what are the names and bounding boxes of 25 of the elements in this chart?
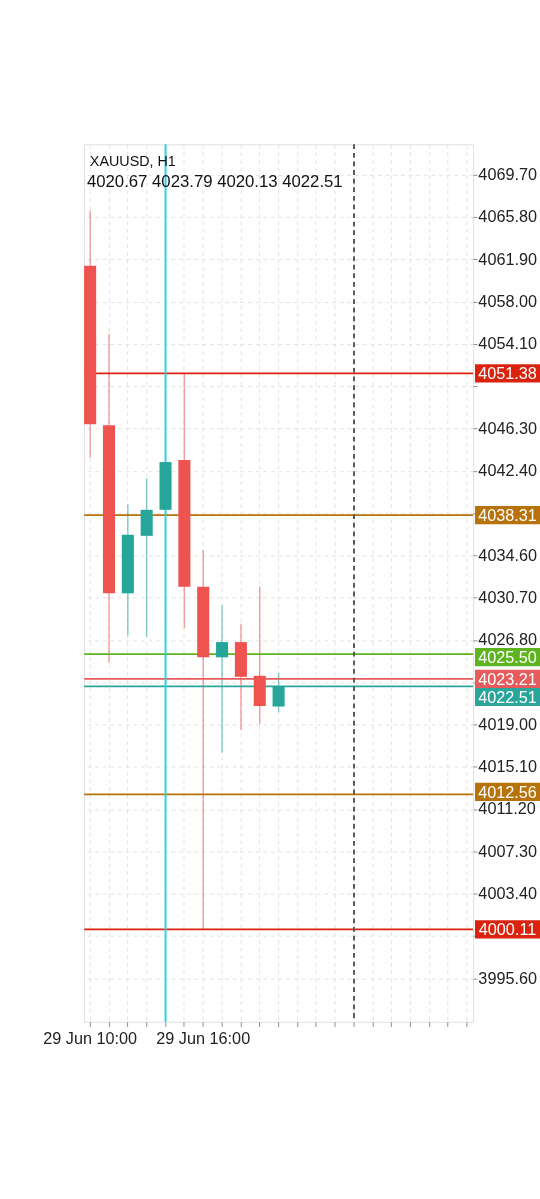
x-tick-label: 29 Jun 10:00 [43,1029,138,1048]
y-tick-label: 4054.10 [478,334,538,353]
ref-line-label: 4038.31 [478,505,537,524]
y-tick-label: 3995.60 [478,968,538,987]
ref-line-label: 4051.38 [478,364,537,383]
ref-line-label: 4022.51 [478,687,537,706]
ref-line-label: 4000.11 [478,920,537,939]
y-tick-label: 4034.60 [478,545,538,564]
x-tick-label: 29 Jun 16:00 [156,1029,251,1048]
y-tick-label: 4003.40 [478,883,538,902]
y-tick-label: 4065.80 [478,207,538,226]
y-tick-label: 4058.00 [478,291,538,310]
ref-line-label: 4023.21 [478,669,537,688]
y-tick-label: 4046.30 [478,418,538,437]
y-tick-label: 4042.40 [478,461,538,480]
y-tick-label: 4011.20 [478,799,536,818]
ref-line-label: 4025.50 [478,647,537,666]
y-tick-label: 4030.70 [478,587,538,606]
y-tick-label: 4026.80 [478,630,538,649]
y-tick-label: 4007.30 [478,841,538,860]
y-tick-label: 4019.00 [478,714,538,733]
ref-line-label: 4012.56 [478,782,537,801]
y-tick-label: 4061.90 [478,249,538,268]
y-tick-label: 4069.70 [478,164,538,183]
y-tick-label: 4015.10 [478,757,538,776]
